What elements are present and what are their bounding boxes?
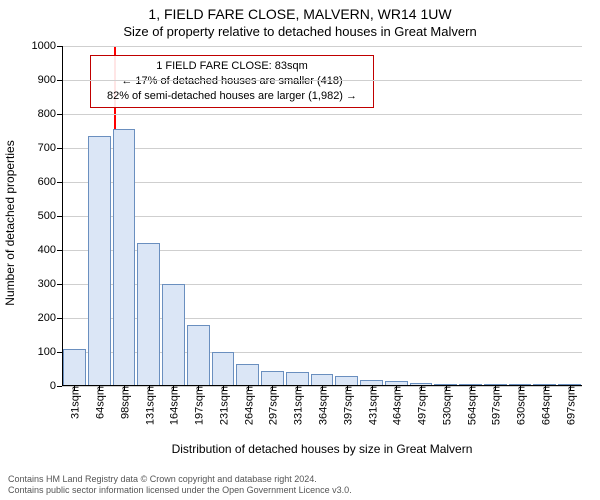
attribution-line1: Contains HM Land Registry data © Crown c…	[8, 474, 352, 485]
attribution-text: Contains HM Land Registry data © Crown c…	[8, 474, 352, 497]
x-tick-label: 630sqm	[513, 386, 528, 425]
x-axis-line	[62, 385, 582, 386]
gridline	[62, 114, 582, 115]
x-tick-label: 31sqm	[67, 386, 82, 419]
x-tick-label: 197sqm	[191, 386, 206, 425]
gridline	[62, 216, 582, 217]
y-tick-label: 300	[38, 278, 62, 290]
y-tick-label: 1000	[32, 40, 62, 52]
bar	[236, 364, 259, 386]
x-axis-label: Distribution of detached houses by size …	[62, 442, 582, 456]
x-tick-label: 597sqm	[488, 386, 503, 425]
bar	[261, 371, 284, 386]
bar	[88, 136, 111, 386]
gridline	[62, 148, 582, 149]
plot-area: 1 FIELD FARE CLOSE: 83sqm ← 17% of detac…	[62, 46, 582, 386]
x-tick-label: 364sqm	[315, 386, 330, 425]
y-tick-label: 700	[38, 142, 62, 154]
bar	[286, 372, 309, 386]
y-tick-label: 900	[38, 74, 62, 86]
x-tick-label: 564sqm	[463, 386, 478, 425]
gridline	[62, 46, 582, 47]
figure-container: { "titles": { "main": "1, FIELD FARE CLO…	[0, 0, 600, 500]
x-tick-label: 497sqm	[414, 386, 429, 425]
y-tick-label: 100	[38, 346, 62, 358]
y-axis-label: Number of detached properties	[3, 53, 17, 393]
bar	[63, 349, 86, 386]
x-tick-label: 697sqm	[562, 386, 577, 425]
x-tick-label: 331sqm	[290, 386, 305, 425]
bar	[113, 129, 136, 386]
chart-title-main: 1, FIELD FARE CLOSE, MALVERN, WR14 1UW	[6, 6, 594, 22]
x-tick-label: 664sqm	[537, 386, 552, 425]
bar	[137, 243, 160, 386]
x-tick-label: 431sqm	[364, 386, 379, 425]
x-tick-label: 131sqm	[141, 386, 156, 425]
y-tick-label: 400	[38, 244, 62, 256]
x-tick-label: 64sqm	[92, 386, 107, 419]
annotation-box: 1 FIELD FARE CLOSE: 83sqm ← 17% of detac…	[90, 55, 374, 108]
y-tick-label: 600	[38, 176, 62, 188]
x-tick-label: 530sqm	[438, 386, 453, 425]
x-tick-label: 397sqm	[339, 386, 354, 425]
chart-title-sub: Size of property relative to detached ho…	[6, 24, 594, 39]
x-tick-label: 464sqm	[389, 386, 404, 425]
bar	[187, 325, 210, 386]
y-tick-label: 800	[38, 108, 62, 120]
annotation-line3: 82% of semi-detached houses are larger (…	[97, 89, 367, 104]
y-tick-label: 0	[50, 380, 62, 392]
x-tick-label: 264sqm	[240, 386, 255, 425]
y-axis-line	[62, 46, 63, 386]
gridline	[62, 80, 582, 81]
attribution-line2: Contains public sector information licen…	[8, 485, 352, 496]
x-tick-label: 98sqm	[116, 386, 131, 419]
gridline	[62, 182, 582, 183]
x-tick-label: 164sqm	[166, 386, 181, 425]
annotation-line1: 1 FIELD FARE CLOSE: 83sqm	[97, 59, 367, 74]
x-tick-label: 297sqm	[265, 386, 280, 425]
bar	[162, 284, 185, 386]
y-tick-label: 200	[38, 312, 62, 324]
x-tick-label: 231sqm	[215, 386, 230, 425]
annotation-line2: ← 17% of detached houses are smaller (41…	[97, 74, 367, 89]
y-tick-label: 500	[38, 210, 62, 222]
bar	[212, 352, 235, 386]
